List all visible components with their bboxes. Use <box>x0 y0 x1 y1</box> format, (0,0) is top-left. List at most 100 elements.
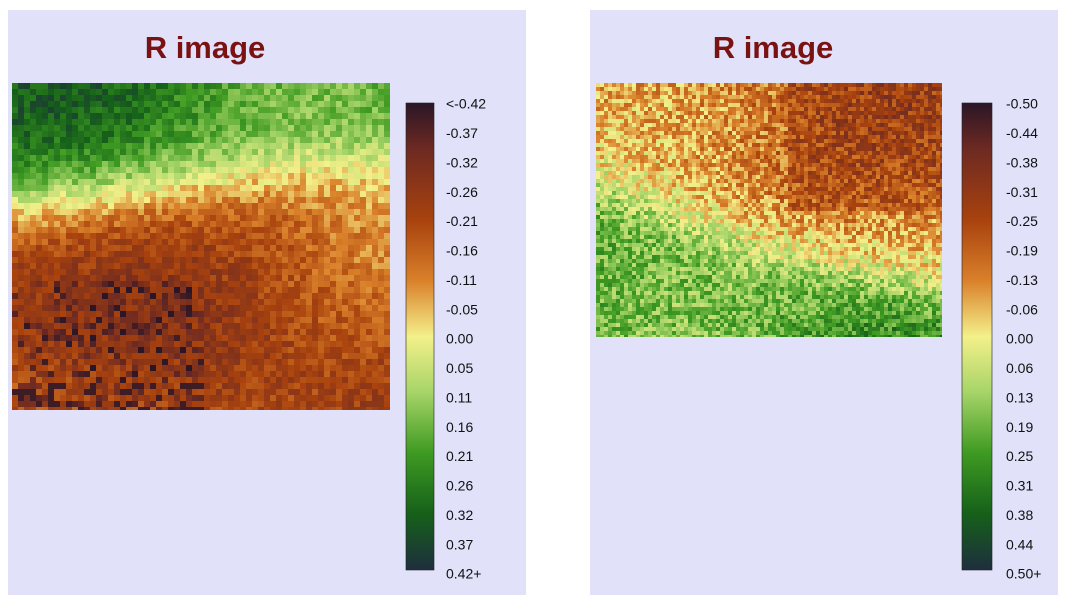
raster-cell <box>832 127 836 131</box>
raster-cell <box>330 83 336 89</box>
raster-cell <box>210 305 216 311</box>
raster-cell <box>24 227 30 233</box>
raster-cell <box>636 151 640 155</box>
raster-cell <box>84 95 90 101</box>
raster-cell <box>306 371 312 377</box>
raster-cell <box>204 335 210 341</box>
raster-cell <box>78 401 84 407</box>
raster-cell <box>900 143 904 147</box>
raster-cell <box>258 377 264 383</box>
raster-cell <box>692 135 696 139</box>
raster-cell <box>114 401 120 407</box>
raster-cell <box>668 143 672 147</box>
raster-cell <box>692 131 696 135</box>
raster-cell <box>240 233 246 239</box>
raster-cell <box>928 83 932 87</box>
raster-cell <box>372 383 378 389</box>
raster-cell <box>300 251 306 257</box>
raster-cell <box>102 359 108 365</box>
raster-cell <box>246 377 252 383</box>
raster-cell <box>234 143 240 149</box>
raster-cell <box>144 107 150 113</box>
raster-cell <box>216 299 222 305</box>
raster-cell <box>716 119 720 123</box>
raster-cell <box>936 91 940 95</box>
raster-cell <box>324 263 330 269</box>
raster-cell <box>150 185 156 191</box>
raster-cell <box>732 127 736 131</box>
raster-cell <box>768 123 772 127</box>
raster-cell <box>616 83 620 87</box>
raster-cell <box>114 173 120 179</box>
raster-cell <box>90 191 96 197</box>
raster-cell <box>54 239 60 245</box>
raster-cell <box>78 149 84 155</box>
raster-cell <box>84 203 90 209</box>
raster-cell <box>300 101 306 107</box>
raster-cell <box>72 89 78 95</box>
raster-cell <box>24 245 30 251</box>
raster-cell <box>12 137 18 143</box>
raster-cell <box>652 111 656 115</box>
raster-cell <box>294 275 300 281</box>
raster-cell <box>824 131 828 135</box>
raster-cell <box>270 281 276 287</box>
raster-cell <box>54 293 60 299</box>
raster-cell <box>816 123 820 127</box>
raster-cell <box>72 185 78 191</box>
raster-cell <box>354 323 360 329</box>
raster-cell <box>84 209 90 215</box>
raster-cell <box>186 347 192 353</box>
raster-cell <box>748 87 752 91</box>
raster-cell <box>48 335 54 341</box>
raster-cell <box>378 221 384 227</box>
raster-cell <box>90 215 96 221</box>
raster-cell <box>844 135 848 139</box>
raster-cell <box>174 335 180 341</box>
raster-cell <box>366 275 372 281</box>
raster-cell <box>204 359 210 365</box>
raster-cell <box>264 251 270 257</box>
raster-cell <box>24 275 30 281</box>
raster-cell <box>716 103 720 107</box>
raster-cell <box>656 87 660 91</box>
raster-cell <box>318 191 324 197</box>
raster-cell <box>180 359 186 365</box>
raster-cell <box>366 179 372 185</box>
raster-cell <box>336 359 342 365</box>
raster-cell <box>120 239 126 245</box>
raster-cell <box>180 89 186 95</box>
raster-cell <box>876 111 880 115</box>
raster-cell <box>348 347 354 353</box>
raster-cell <box>684 99 688 103</box>
raster-cell <box>174 269 180 275</box>
raster-cell <box>132 107 138 113</box>
raster-cell <box>748 115 752 119</box>
raster-cell <box>174 221 180 227</box>
raster-cell <box>720 143 724 147</box>
raster-cell <box>360 335 366 341</box>
raster-cell <box>596 119 600 123</box>
raster-cell <box>114 227 120 233</box>
raster-cell <box>192 233 198 239</box>
raster-cell <box>904 139 908 143</box>
raster-cell <box>204 185 210 191</box>
raster-cell <box>832 107 836 111</box>
raster-cell <box>624 103 628 107</box>
raster-cell <box>246 233 252 239</box>
raster-cell <box>372 197 378 203</box>
raster-cell <box>318 239 324 245</box>
raster-cell <box>360 89 366 95</box>
raster-cell <box>816 83 820 87</box>
raster-cell <box>840 103 844 107</box>
raster-cell <box>138 155 144 161</box>
raster-cell <box>820 143 824 147</box>
raster-cell <box>54 311 60 317</box>
raster-cell <box>828 119 832 123</box>
raster-cell <box>378 245 384 251</box>
raster-cell <box>186 395 192 401</box>
raster-cell <box>282 191 288 197</box>
raster-cell <box>264 257 270 263</box>
raster-cell <box>820 95 824 99</box>
raster-cell <box>288 89 294 95</box>
